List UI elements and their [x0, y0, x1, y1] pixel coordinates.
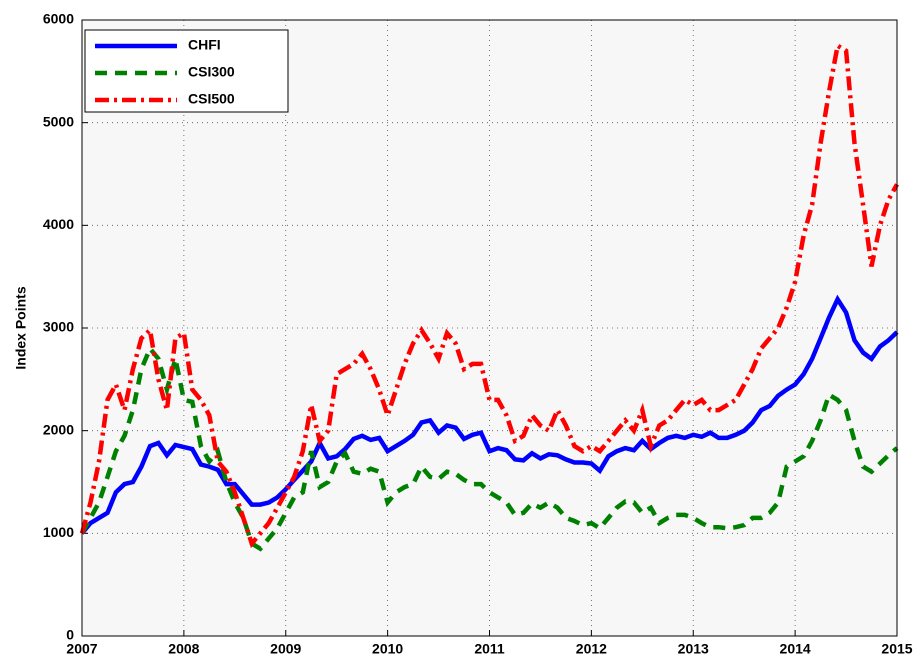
x-tick-label: 2010: [372, 641, 403, 657]
legend-label: CSI300: [188, 64, 235, 80]
plot-frame: [81, 19, 898, 637]
x-tick-label: 2007: [66, 641, 97, 657]
series-line: [80, 344, 899, 552]
y-tick-label: 4000: [43, 216, 74, 232]
x-tick-label: 2014: [780, 641, 811, 657]
y-axis-title: Index Points: [13, 286, 29, 369]
x-tick-label: 2013: [678, 641, 709, 657]
y-tick-label: 3000: [43, 319, 74, 335]
x-tick-label: 2011: [474, 641, 505, 657]
legend-label: CHFI: [188, 37, 221, 53]
series-line: [80, 294, 899, 535]
y-tick-label: 0: [66, 627, 74, 643]
y-tick-label: 1000: [43, 524, 74, 540]
y-tick-label: 5000: [43, 113, 74, 129]
x-tick-label: 2015: [881, 641, 912, 657]
x-tick-label: 2009: [270, 641, 301, 657]
y-tick-label: 6000: [43, 11, 74, 27]
x-tick-label: 2008: [168, 641, 199, 657]
y-tick-label: 2000: [43, 421, 74, 437]
x-tick-label: 2012: [576, 641, 607, 657]
legend-label: CSI500: [188, 91, 235, 107]
